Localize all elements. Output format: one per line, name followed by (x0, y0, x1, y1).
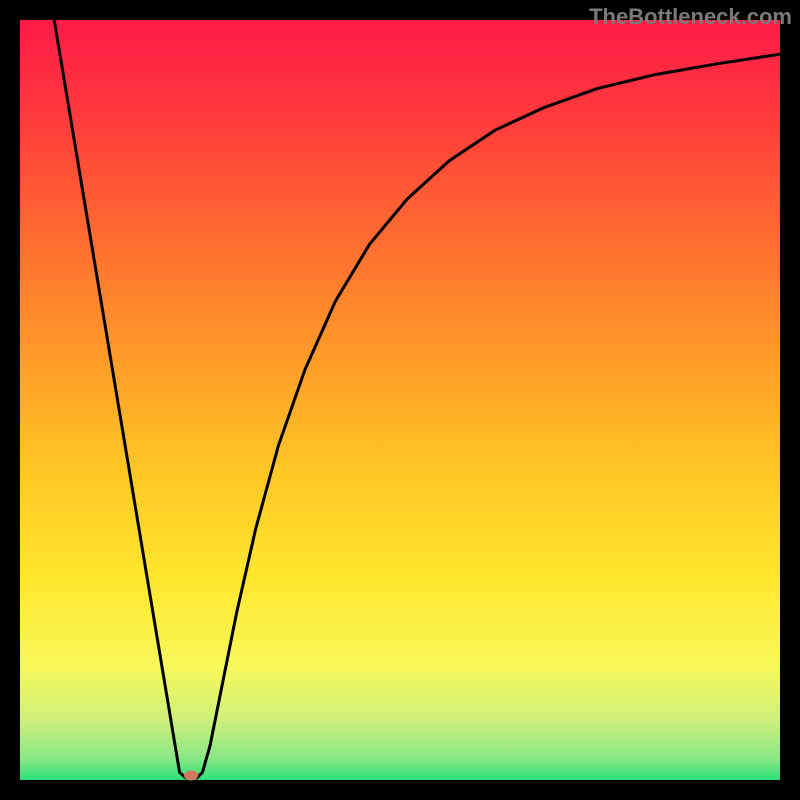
chart-svg (0, 0, 800, 800)
bottleneck-chart: TheBottleneck.com (0, 0, 800, 800)
chart-background-gradient (20, 20, 780, 780)
watermark-text: TheBottleneck.com (589, 4, 792, 30)
optimum-marker (184, 770, 198, 780)
